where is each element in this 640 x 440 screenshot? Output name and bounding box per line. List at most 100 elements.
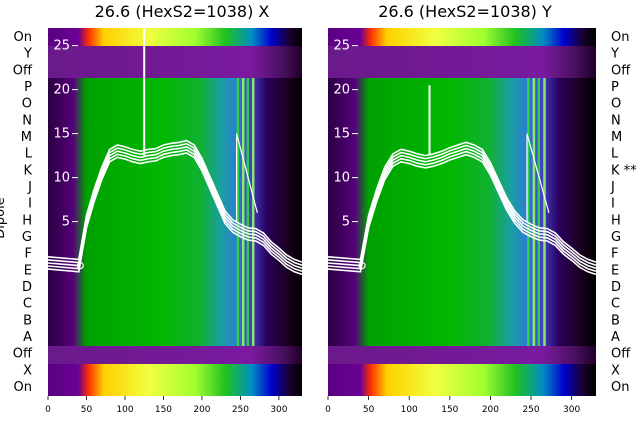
row-label: O bbox=[611, 97, 621, 112]
inner-y-tick-label: 20 bbox=[53, 83, 70, 98]
row-label: X bbox=[611, 363, 620, 378]
heatmap-band-bottom bbox=[328, 364, 596, 396]
trace-line bbox=[47, 145, 303, 269]
row-label: J bbox=[27, 180, 32, 195]
heatmap-band-top bbox=[48, 28, 302, 46]
trace-line bbox=[47, 149, 303, 273]
row-label: K ** bbox=[611, 163, 637, 178]
row-label: Off bbox=[13, 63, 33, 78]
row-label: P bbox=[24, 80, 32, 95]
row-label: A bbox=[611, 330, 620, 345]
x-tick-label: 200 bbox=[193, 405, 210, 415]
x-tick-label: 250 bbox=[522, 405, 539, 415]
inner-y-tick-label: 5 bbox=[62, 215, 70, 230]
inner-y-tick-label: 10 bbox=[53, 171, 70, 186]
trace-line bbox=[327, 147, 597, 269]
row-label: N bbox=[611, 113, 621, 128]
inner-y-tick-label: 25 bbox=[333, 39, 350, 54]
trace-noise bbox=[526, 133, 550, 222]
row-label: P bbox=[611, 80, 619, 95]
heatmap-band-top bbox=[328, 28, 596, 46]
trace-line bbox=[327, 150, 597, 273]
row-label: C bbox=[23, 297, 32, 312]
row-label: D bbox=[611, 280, 621, 295]
row-label: J bbox=[610, 180, 615, 195]
trace-line bbox=[327, 141, 597, 263]
x-tick-label: 200 bbox=[482, 405, 499, 415]
inner-y-tick-label: 5 bbox=[342, 215, 350, 230]
x-tick-label: 0 bbox=[325, 405, 331, 415]
x-tick-label: 250 bbox=[232, 405, 249, 415]
row-label: C bbox=[611, 297, 620, 312]
heatmap-stripe bbox=[246, 78, 250, 346]
row-label: G bbox=[22, 230, 32, 245]
heatmap-stripe bbox=[532, 78, 536, 346]
row-label: Y bbox=[23, 47, 32, 62]
heatmap-band-dipoles bbox=[48, 78, 302, 346]
y-axis-label: Dipole bbox=[0, 197, 8, 238]
row-label: D bbox=[22, 280, 32, 295]
inner-y-tick-label: 25 bbox=[53, 39, 70, 54]
x-tick-label: 100 bbox=[401, 405, 418, 415]
row-label: N bbox=[22, 113, 32, 128]
row-label: I bbox=[28, 197, 32, 212]
row-label: On bbox=[611, 30, 629, 45]
heatmap-stripe bbox=[251, 78, 255, 346]
x-tick-label: 0 bbox=[45, 405, 51, 415]
x-tick-label: 50 bbox=[363, 405, 375, 415]
row-label: M bbox=[611, 130, 622, 145]
row-label: H bbox=[22, 213, 32, 228]
row-label: B bbox=[611, 313, 620, 328]
row-label: X bbox=[23, 363, 32, 378]
trace-line bbox=[327, 144, 597, 266]
row-label: F bbox=[611, 247, 618, 262]
heatmap-band-off-bottom bbox=[328, 346, 596, 364]
heatmap-stripe bbox=[537, 78, 541, 346]
trace-noise bbox=[235, 133, 258, 222]
x-tick-label: 150 bbox=[441, 405, 458, 415]
heatmap-stripe bbox=[526, 78, 530, 346]
row-label: A bbox=[23, 330, 32, 345]
row-label: Off bbox=[611, 63, 631, 78]
inner-y-tick-label: 20 bbox=[333, 83, 350, 98]
row-label: On bbox=[14, 380, 32, 395]
x-tick-label: 100 bbox=[116, 405, 133, 415]
chart-title: 26.6 (HexS2=1038) X bbox=[95, 2, 270, 21]
row-label: Off bbox=[611, 347, 631, 362]
row-label: F bbox=[25, 247, 32, 262]
row-label: On bbox=[611, 380, 629, 395]
row-label: I bbox=[611, 197, 615, 212]
heatmap-stripe bbox=[236, 78, 240, 346]
row-label: H bbox=[611, 213, 621, 228]
trace-line bbox=[327, 153, 597, 276]
row-label: K bbox=[23, 163, 32, 178]
trace-line bbox=[47, 139, 303, 263]
row-label: M bbox=[21, 130, 32, 145]
row-label: On bbox=[14, 30, 32, 45]
row-label: Off bbox=[13, 347, 33, 362]
heatmap-band-off-bottom bbox=[48, 346, 302, 364]
inner-y-tick-label: 10 bbox=[333, 171, 350, 186]
x-tick-label: 300 bbox=[563, 405, 580, 415]
heatmap-stripe bbox=[543, 78, 546, 346]
row-label: B bbox=[23, 313, 32, 328]
heatmap-band-bottom bbox=[48, 364, 302, 396]
heatmap-band-off-top bbox=[48, 46, 302, 78]
x-tick-label: 150 bbox=[155, 405, 172, 415]
trace-line bbox=[47, 142, 303, 266]
chart-title: 26.6 (HexS2=1038) Y bbox=[378, 2, 552, 21]
row-label: L bbox=[25, 147, 33, 162]
heatmap-stripe bbox=[241, 78, 245, 346]
heatmap-band-dipoles bbox=[328, 78, 596, 346]
trace-marker bbox=[76, 262, 84, 270]
row-label: Y bbox=[610, 47, 619, 62]
row-label: E bbox=[611, 263, 619, 278]
trace-marker bbox=[358, 262, 366, 270]
x-tick-label: 50 bbox=[81, 405, 93, 415]
x-tick-label: 300 bbox=[270, 405, 287, 415]
row-label: E bbox=[24, 263, 32, 278]
row-label: G bbox=[611, 230, 621, 245]
